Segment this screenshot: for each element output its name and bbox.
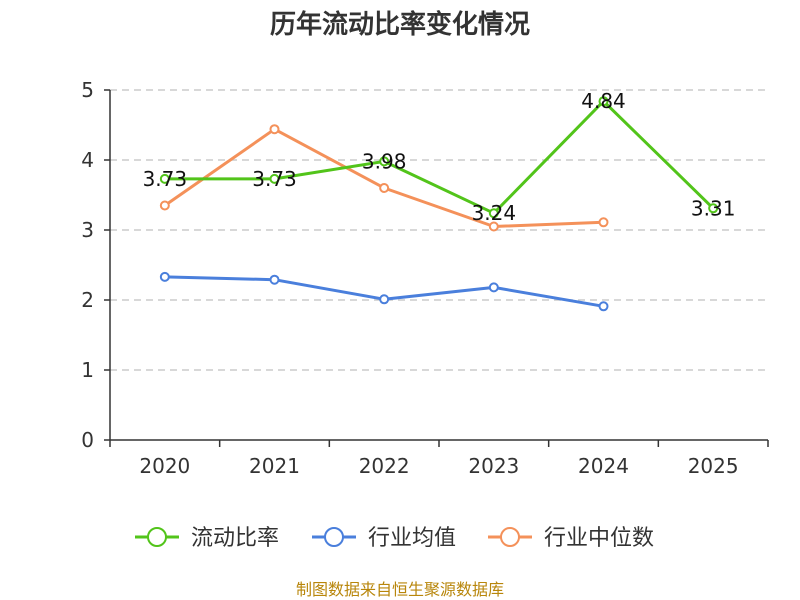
data-point: [269, 173, 280, 184]
data-label: 3.73: [252, 167, 297, 191]
x-tick-label: 2020: [139, 454, 190, 478]
series-group: [159, 96, 719, 312]
legend: 流动比率 行业均值 行业中位数: [135, 526, 654, 551]
series-line: [164, 99, 715, 215]
x-tick-label: 2022: [359, 454, 410, 478]
data-point: [379, 294, 390, 305]
legend-marker: [147, 527, 167, 547]
data-point: [598, 301, 609, 312]
data-point: [488, 208, 499, 219]
y-tick-label: 3: [81, 218, 94, 242]
legend-marker: [500, 527, 520, 547]
chart-title: 历年流动比率变化情况: [270, 9, 530, 40]
legend-item: 流动比率: [135, 526, 279, 551]
data-label: 3.98: [362, 149, 407, 173]
legend-label: 行业中位数: [544, 526, 654, 551]
x-tick-label: 2025: [688, 454, 739, 478]
y-tick-label: 2: [81, 288, 94, 312]
y-tick-label: 5: [81, 78, 94, 102]
axes: 0 1 2 3 4 5 2020 2021 2022 2023 2024 2025: [81, 78, 769, 478]
legend-marker: [324, 527, 344, 547]
y-tick-label: 4: [81, 148, 94, 172]
data-point: [159, 271, 170, 282]
grid-lines: [110, 89, 768, 371]
y-tick-label: 1: [81, 358, 94, 382]
data-point: [379, 183, 390, 193]
data-point: [269, 124, 280, 135]
data-point: [598, 217, 609, 228]
legend-item: 行业均值: [312, 526, 456, 551]
data-label: 4.84: [581, 89, 626, 113]
data-point: [708, 203, 719, 214]
data-point: [159, 200, 170, 211]
x-tick-label: 2024: [578, 454, 629, 478]
x-tick-label: 2021: [249, 454, 300, 478]
data-labels: 3.73 3.73 3.98 3.24 4.84 3.31: [143, 89, 736, 225]
data-point: [269, 274, 280, 285]
x-tick-label: 2023: [468, 454, 519, 478]
data-point: [488, 282, 499, 293]
data-point: [379, 156, 390, 167]
data-point: [598, 96, 609, 107]
y-tick-label: 0: [81, 428, 94, 452]
data-label: 3.31: [691, 196, 736, 220]
legend-label: 流动比率: [191, 526, 279, 551]
legend-item: 行业中位数: [488, 526, 654, 551]
data-point: [488, 221, 499, 232]
legend-label: 行业均值: [368, 526, 456, 551]
data-label: 3.24: [472, 201, 517, 225]
source-note: 制图数据来自恒生聚源数据库: [296, 580, 504, 599]
data-point: [159, 173, 170, 184]
data-label: 3.73: [143, 167, 188, 191]
